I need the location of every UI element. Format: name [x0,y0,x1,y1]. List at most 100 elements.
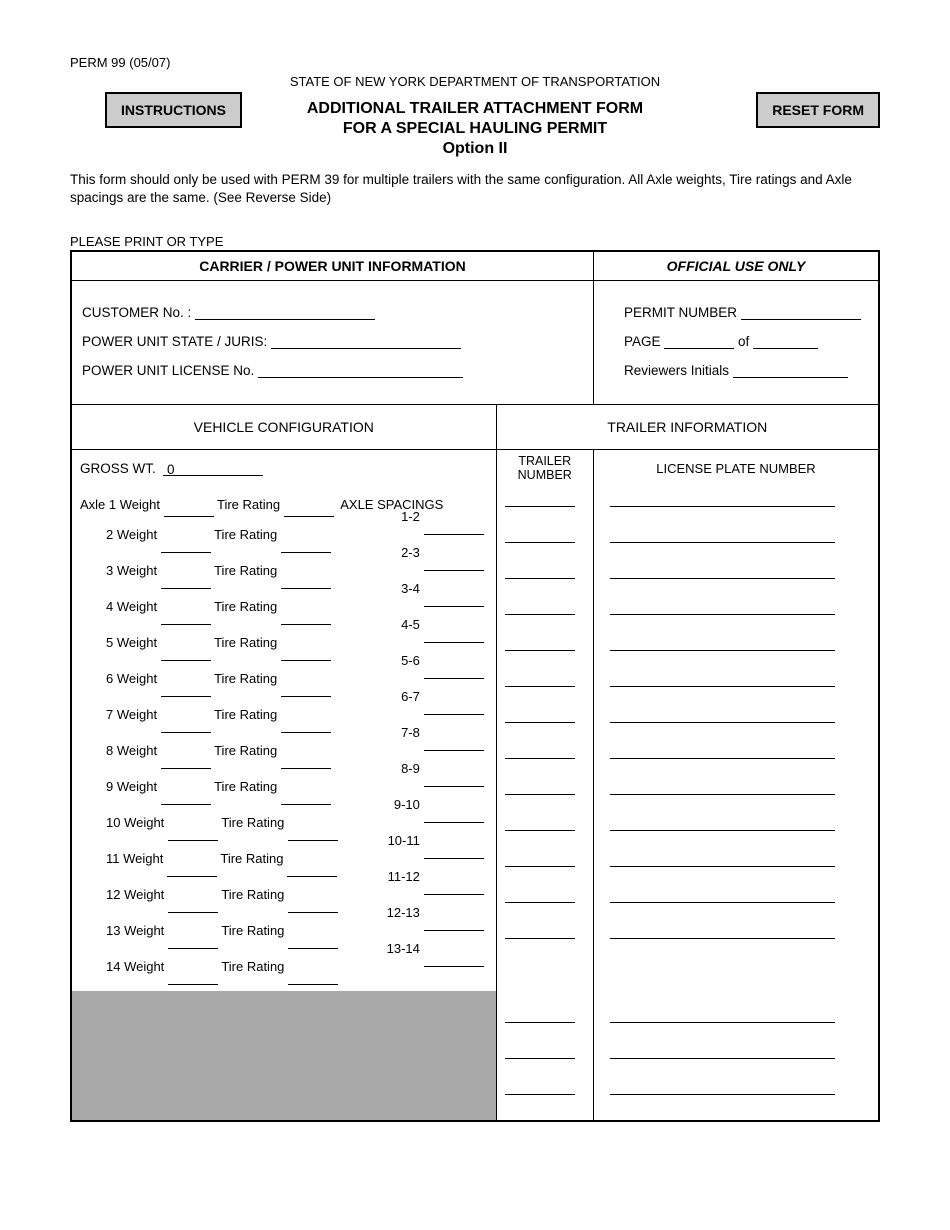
axle-tire-input[interactable] [288,935,338,949]
axle-weight-input[interactable] [168,935,218,949]
axle-weight-input[interactable] [168,827,218,841]
license-plate-row[interactable] [610,841,862,877]
license-plate-row[interactable] [610,805,862,841]
trailer-number-row[interactable] [505,913,585,949]
axle-weight-input[interactable] [161,755,211,769]
license-plate-row[interactable] [610,913,862,949]
license-plate-row[interactable] [610,877,862,913]
axle-row-14[interactable]: 14 Weight Tire Rating 13-14 [80,949,488,985]
page-input[interactable] [664,335,734,349]
axle-weight-input[interactable] [161,719,211,733]
trailer-number-input[interactable] [505,650,575,651]
license-plate-input[interactable] [610,866,835,867]
license-plate-input[interactable] [610,794,835,795]
trailer-number-input[interactable] [505,794,575,795]
spacing-input[interactable] [424,917,484,931]
power-unit-license-field[interactable]: POWER UNIT LICENSE No. [82,363,583,378]
spacing-input[interactable] [424,881,484,895]
trailer-number-row[interactable] [505,697,585,733]
trailer-number-row[interactable] [505,1069,585,1105]
page-field[interactable]: PAGE of [624,334,868,349]
trailer-number-row[interactable] [505,733,585,769]
customer-no-field[interactable]: CUSTOMER No. : [82,305,583,320]
axle-weight-input[interactable] [168,899,218,913]
power-unit-state-field[interactable]: POWER UNIT STATE / JURIS: [82,334,583,349]
axle-weight-input[interactable] [161,647,211,661]
trailer-number-input[interactable] [505,578,575,579]
trailer-number-row[interactable] [505,877,585,913]
reviewers-field[interactable]: Reviewers Initials [624,363,868,378]
spacing-input[interactable] [424,701,484,715]
license-plate-row[interactable] [610,997,862,1033]
trailer-number-row[interactable] [505,997,585,1033]
license-plate-input[interactable] [610,614,835,615]
license-plate-input[interactable] [610,1094,835,1095]
trailer-number-input[interactable] [505,614,575,615]
license-plate-row[interactable] [610,1033,862,1069]
trailer-number-row[interactable] [505,517,585,553]
axle-tire-input[interactable] [281,539,331,553]
trailer-number-input[interactable] [505,866,575,867]
axle-weight-input[interactable] [161,575,211,589]
license-plate-input[interactable] [610,758,835,759]
axle-tire-input[interactable] [288,827,338,841]
spacing-input[interactable] [424,737,484,751]
license-plate-row[interactable] [610,589,862,625]
axle-tire-input[interactable] [287,863,337,877]
gross-wt-input[interactable]: 0 [163,462,263,476]
axle-tire-input[interactable] [281,683,331,697]
trailer-number-input[interactable] [505,1094,575,1095]
license-plate-row[interactable] [610,661,862,697]
license-plate-row[interactable] [610,733,862,769]
trailer-number-row[interactable] [505,493,585,517]
license-plate-row[interactable] [610,553,862,589]
axle1-tire-input[interactable] [284,503,334,517]
power-unit-license-input[interactable] [258,364,463,378]
license-plate-input[interactable] [610,830,835,831]
spacing-input[interactable] [424,845,484,859]
spacing-input[interactable] [424,557,484,571]
trailer-number-row[interactable] [505,805,585,841]
axle-weight-input[interactable] [168,971,218,985]
trailer-number-input[interactable] [505,506,575,507]
spacing-input[interactable] [424,665,484,679]
trailer-number-row[interactable] [505,841,585,877]
axle-tire-input[interactable] [281,791,331,805]
trailer-number-input[interactable] [505,1022,575,1023]
license-plate-input[interactable] [610,1058,835,1059]
page-of-input[interactable] [753,335,818,349]
axle-weight-input[interactable] [161,611,211,625]
spacing-input[interactable] [424,809,484,823]
license-plate-input[interactable] [610,578,835,579]
reviewers-input[interactable] [733,364,848,378]
license-plate-input[interactable] [610,650,835,651]
trailer-number-row[interactable] [505,553,585,589]
license-plate-input[interactable] [610,542,835,543]
axle-tire-input[interactable] [281,719,331,733]
axle-tire-input[interactable] [281,575,331,589]
trailer-number-row[interactable] [505,769,585,805]
axle-tire-input[interactable] [281,611,331,625]
trailer-number-input[interactable] [505,938,575,939]
trailer-number-row[interactable] [505,589,585,625]
axle-weight-input[interactable] [161,791,211,805]
trailer-number-input[interactable] [505,1058,575,1059]
axle-weight-input[interactable] [167,863,217,877]
trailer-number-input[interactable] [505,830,575,831]
permit-number-input[interactable] [741,306,861,320]
reset-form-button[interactable]: RESET FORM [756,92,880,128]
trailer-number-row[interactable] [505,625,585,661]
spacing-input[interactable] [424,629,484,643]
license-plate-row[interactable] [610,625,862,661]
trailer-number-input[interactable] [505,902,575,903]
license-plate-row[interactable] [610,493,862,517]
license-plate-input[interactable] [610,902,835,903]
trailer-number-input[interactable] [505,758,575,759]
trailer-number-input[interactable] [505,686,575,687]
license-plate-input[interactable] [610,506,835,507]
instructions-button[interactable]: INSTRUCTIONS [105,92,242,128]
axle1-weight-input[interactable] [164,503,214,517]
gross-wt-cell[interactable]: GROSS WT. 0 [71,450,496,487]
spacing-input[interactable] [424,521,484,535]
trailer-number-row[interactable] [505,1033,585,1069]
